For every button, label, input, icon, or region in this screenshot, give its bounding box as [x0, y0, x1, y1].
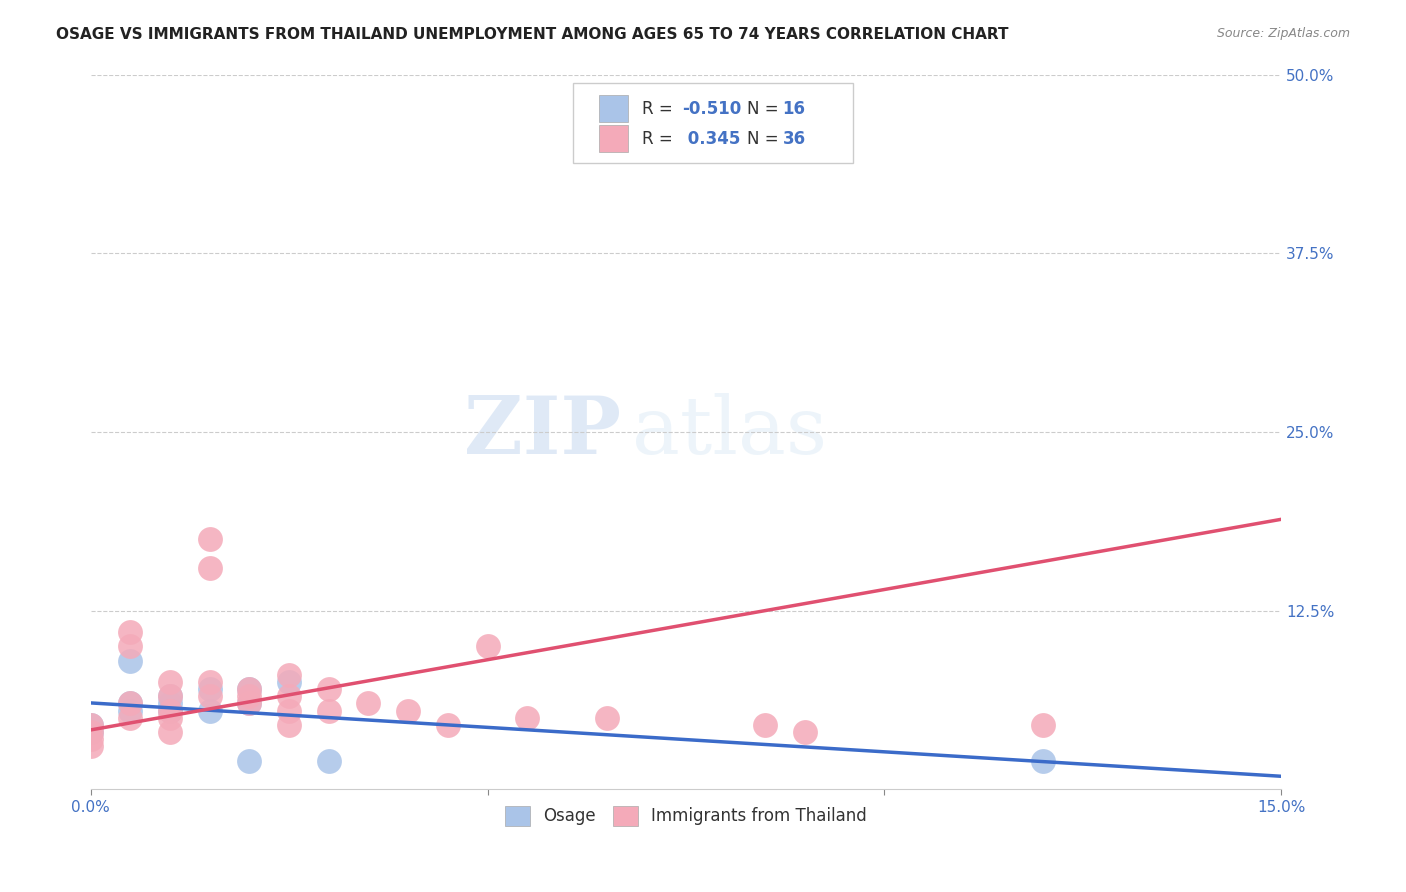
Point	[318, 682, 340, 697]
Point	[79, 725, 101, 739]
Point	[120, 704, 142, 718]
Point	[198, 532, 221, 546]
Point	[159, 690, 181, 704]
Text: R =: R =	[643, 130, 678, 148]
Text: 36: 36	[783, 130, 806, 148]
Point	[357, 697, 380, 711]
Point	[159, 704, 181, 718]
Point	[238, 682, 260, 697]
Point	[238, 697, 260, 711]
FancyBboxPatch shape	[599, 95, 627, 122]
Point	[79, 739, 101, 754]
Point	[79, 718, 101, 732]
Point	[159, 704, 181, 718]
Point	[79, 732, 101, 747]
Point	[278, 675, 301, 690]
Point	[754, 718, 776, 732]
Point	[794, 725, 817, 739]
Point	[159, 690, 181, 704]
Point	[120, 697, 142, 711]
Point	[318, 704, 340, 718]
Point	[318, 754, 340, 768]
Point	[1032, 754, 1054, 768]
Point	[159, 711, 181, 725]
Text: 16: 16	[783, 100, 806, 118]
Point	[120, 711, 142, 725]
Point	[120, 640, 142, 654]
Point	[278, 668, 301, 682]
Point	[198, 682, 221, 697]
Point	[437, 718, 460, 732]
Text: N =: N =	[747, 130, 783, 148]
Text: Source: ZipAtlas.com: Source: ZipAtlas.com	[1216, 27, 1350, 40]
Point	[198, 675, 221, 690]
Point	[278, 718, 301, 732]
Point	[238, 754, 260, 768]
Point	[120, 697, 142, 711]
Text: R =: R =	[643, 100, 678, 118]
Point	[159, 725, 181, 739]
Point	[79, 718, 101, 732]
Point	[477, 640, 499, 654]
Point	[120, 654, 142, 668]
Text: 0.345: 0.345	[682, 130, 741, 148]
Point	[79, 725, 101, 739]
Point	[238, 697, 260, 711]
Point	[396, 704, 419, 718]
Point	[159, 675, 181, 690]
Point	[198, 704, 221, 718]
Point	[159, 697, 181, 711]
Point	[278, 704, 301, 718]
FancyBboxPatch shape	[572, 83, 852, 163]
Text: N =: N =	[747, 100, 783, 118]
Point	[238, 690, 260, 704]
Legend: Osage, Immigrants from Thailand: Osage, Immigrants from Thailand	[496, 797, 875, 835]
Text: OSAGE VS IMMIGRANTS FROM THAILAND UNEMPLOYMENT AMONG AGES 65 TO 74 YEARS CORRELA: OSAGE VS IMMIGRANTS FROM THAILAND UNEMPL…	[56, 27, 1008, 42]
Point	[238, 682, 260, 697]
Point	[120, 625, 142, 640]
Text: atlas: atlas	[633, 392, 828, 471]
FancyBboxPatch shape	[599, 125, 627, 153]
Point	[198, 560, 221, 574]
Point	[198, 690, 221, 704]
Point	[278, 690, 301, 704]
Text: -0.510: -0.510	[682, 100, 742, 118]
Point	[516, 711, 538, 725]
Text: ZIP: ZIP	[464, 392, 620, 471]
Point	[1032, 718, 1054, 732]
Point	[595, 711, 617, 725]
